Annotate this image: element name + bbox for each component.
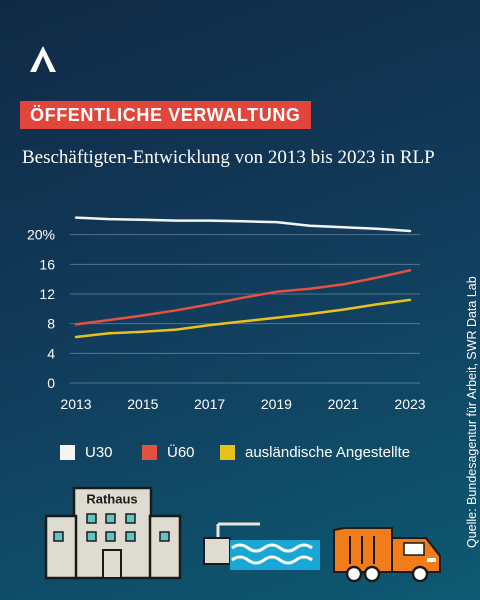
chart-legend: U30 Ü60 ausländische Angestellte [0, 441, 480, 463]
x-tick-label: 2021 [328, 396, 359, 412]
building-label: Rathaus [86, 491, 137, 506]
series-line-0 [74, 216, 412, 233]
chart-subtitle: Beschäftigten-Entwicklung von 2013 bis 2… [22, 147, 435, 168]
y-tick-label: 4 [47, 345, 55, 361]
legend-item: ausländische Angestellte [220, 441, 410, 463]
y-tick-label: 8 [47, 316, 55, 332]
x-tick-label: 2017 [194, 396, 225, 412]
legend-label: U30 [85, 443, 113, 461]
x-tick-label: 2013 [60, 396, 91, 412]
brand-logo-icon [30, 46, 56, 72]
legend-swatch [60, 444, 75, 460]
series-line-2 [74, 298, 412, 339]
line-chart: 0 4 8 12 16 20% 2013 2015 2017 2019 2021 2023 [27, 216, 425, 412]
x-tick-label: 2015 [127, 396, 158, 412]
legend-label: Ü60 [167, 443, 195, 461]
water-treatment-icon [203, 522, 320, 570]
legend-swatch [142, 444, 157, 460]
y-tick-label: 20% [27, 227, 55, 243]
legend-item: U30 [60, 441, 113, 463]
illustration: Rathaus [44, 486, 441, 583]
legend-swatch [220, 444, 235, 460]
legend-item: Ü60 [142, 441, 195, 463]
y-tick-label: 12 [39, 286, 55, 302]
series-line-1 [74, 269, 412, 326]
garbage-truck-icon [333, 527, 441, 583]
category-tag: ÖFFENTLICHE VERWALTUNG [20, 101, 311, 129]
x-tick-label: 2019 [261, 396, 292, 412]
town-hall-icon: Rathaus [44, 486, 182, 580]
y-tick-label: 16 [39, 256, 55, 272]
y-tick-label: 0 [47, 375, 55, 391]
x-tick-label: 2023 [394, 396, 425, 412]
legend-label: ausländische Angestellte [245, 443, 411, 461]
